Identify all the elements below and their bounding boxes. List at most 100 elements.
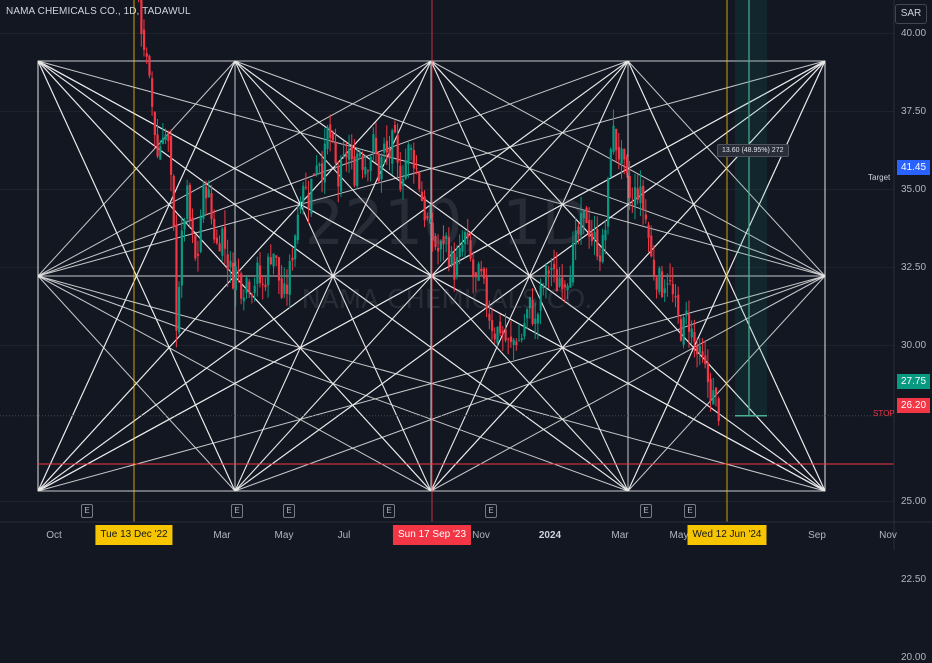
candle-body <box>337 166 340 187</box>
candle-body <box>248 281 251 293</box>
candle-body <box>253 285 256 294</box>
candle-body <box>399 165 402 190</box>
candle-body <box>472 259 475 278</box>
gann-fan-line <box>37 275 432 492</box>
candle-body <box>617 146 621 160</box>
watermark-name: NAMA CHEMICALS CO. <box>301 285 593 315</box>
candle-body <box>296 214 299 241</box>
candle-body <box>142 29 146 50</box>
candle-body <box>277 257 281 281</box>
time-tick-label: Jul <box>337 530 351 541</box>
candle-body <box>318 163 321 166</box>
time-tick-label: May <box>669 530 689 541</box>
candle-body <box>323 143 326 183</box>
earnings-marker-icon[interactable]: E <box>81 504 93 518</box>
candle-body <box>625 156 629 174</box>
candle-body <box>439 240 442 250</box>
time-tick-label: Mar <box>611 530 629 541</box>
time-tick-label: 2024 <box>538 530 562 541</box>
earnings-marker-icon[interactable]: E <box>231 504 243 518</box>
earnings-marker-icon[interactable]: E <box>383 504 395 518</box>
candle-body <box>601 234 604 262</box>
measure-area <box>735 0 767 416</box>
candle-body <box>660 271 664 297</box>
candle-body <box>272 253 275 267</box>
candle-body <box>196 253 200 256</box>
candle-body <box>199 217 202 252</box>
candle-body <box>366 170 370 172</box>
earnings-marker-icon[interactable]: E <box>283 504 295 518</box>
candle-body <box>401 178 405 186</box>
candle-body <box>677 294 680 315</box>
candle-body <box>256 262 259 284</box>
candle-body <box>261 283 264 285</box>
candle-body <box>151 78 154 107</box>
candle-body <box>582 210 585 219</box>
candle-body <box>509 336 513 342</box>
candle-body <box>666 283 669 285</box>
candle-body <box>650 235 653 257</box>
candle-body <box>520 338 523 340</box>
candle-body <box>428 218 432 223</box>
date-highlight-sep-2023: Sun 17 Sep '23 <box>392 525 472 545</box>
candle-body <box>372 134 375 152</box>
candle-body <box>569 277 572 288</box>
candle-body <box>496 326 499 344</box>
gann-fan-line <box>37 275 629 492</box>
candle-body <box>544 265 548 286</box>
candle-body <box>517 340 521 342</box>
candle-body <box>202 184 205 219</box>
candle-body <box>609 149 612 178</box>
gann-fan-line <box>430 275 826 492</box>
candle-body <box>620 148 623 164</box>
candle-body <box>169 136 173 175</box>
earnings-marker-icon[interactable]: E <box>485 504 497 518</box>
candle-body <box>488 313 491 321</box>
candle-body <box>434 236 437 248</box>
earnings-marker-icon[interactable]: E <box>640 504 652 518</box>
candle-body <box>283 283 286 295</box>
candle-body <box>167 134 170 141</box>
candle-body <box>634 187 637 206</box>
candle-body <box>466 233 469 238</box>
candle-body <box>232 262 235 289</box>
candle-body <box>696 345 699 355</box>
time-tick-label: Nov <box>472 530 490 541</box>
candle-body <box>442 236 445 244</box>
candle-body <box>172 175 175 228</box>
candle-body <box>188 184 192 221</box>
earnings-marker-icon[interactable]: E <box>684 504 696 518</box>
candle-body <box>423 196 426 221</box>
candle-body <box>353 156 356 186</box>
candle-body <box>504 328 507 341</box>
gann-fan-line <box>37 60 236 277</box>
candle-body <box>458 248 461 258</box>
candle-body <box>215 237 219 244</box>
candle-body <box>229 260 232 268</box>
measure-label: 13.60 (48.95%) 272 <box>717 144 789 157</box>
candle-body <box>431 222 434 241</box>
candle-body <box>269 257 272 265</box>
candle-body <box>407 144 410 164</box>
price-tick-label: 40.00 <box>901 27 927 39</box>
candle-body <box>501 330 505 335</box>
price-tick-label: 32.50 <box>901 261 927 273</box>
gann-fan-line <box>37 60 432 277</box>
candle-body <box>183 220 186 230</box>
candle-body <box>164 134 167 140</box>
candle-body <box>642 185 645 211</box>
candle-body <box>671 284 674 295</box>
currency-button[interactable]: SAR <box>895 4 927 24</box>
candle-body <box>669 279 672 282</box>
candle-body <box>426 216 429 219</box>
candle-body <box>674 296 677 298</box>
candle-body <box>345 151 348 158</box>
candle-body <box>563 284 567 288</box>
candle-body <box>415 168 418 170</box>
candle-body <box>210 193 213 220</box>
price-chart[interactable] <box>0 0 932 550</box>
candle-body <box>477 263 480 281</box>
candle-body <box>558 278 561 287</box>
price-tick-label: 22.50 <box>901 573 927 585</box>
candle-body <box>218 243 221 252</box>
